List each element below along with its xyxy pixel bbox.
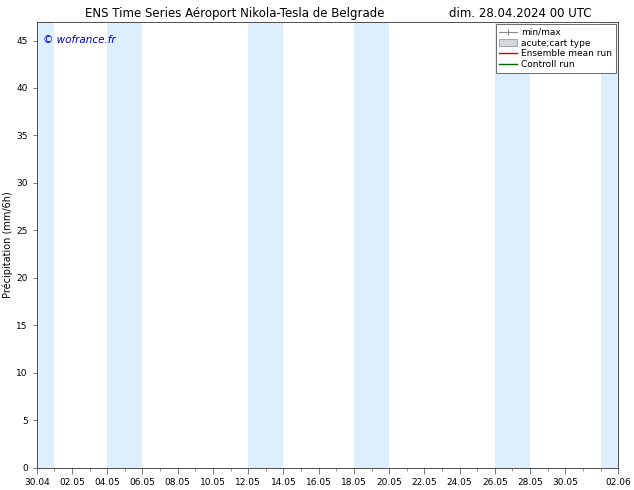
Bar	[37, 22, 55, 467]
Text: dim. 28.04.2024 00 UTC: dim. 28.04.2024 00 UTC	[449, 7, 591, 21]
Bar	[495, 22, 530, 467]
Text: ENS Time Series Aéroport Nikola-Tesla de Belgrade: ENS Time Series Aéroport Nikola-Tesla de…	[85, 7, 384, 21]
Bar	[354, 22, 389, 467]
Bar	[600, 22, 618, 467]
Text: © wofrance.fr: © wofrance.fr	[42, 35, 115, 45]
Legend: min/max, acute;cart type, Ensemble mean run, Controll run: min/max, acute;cart type, Ensemble mean …	[496, 24, 616, 73]
Y-axis label: Précipitation (mm/6h): Précipitation (mm/6h)	[3, 191, 13, 298]
Bar	[107, 22, 143, 467]
Bar	[248, 22, 283, 467]
